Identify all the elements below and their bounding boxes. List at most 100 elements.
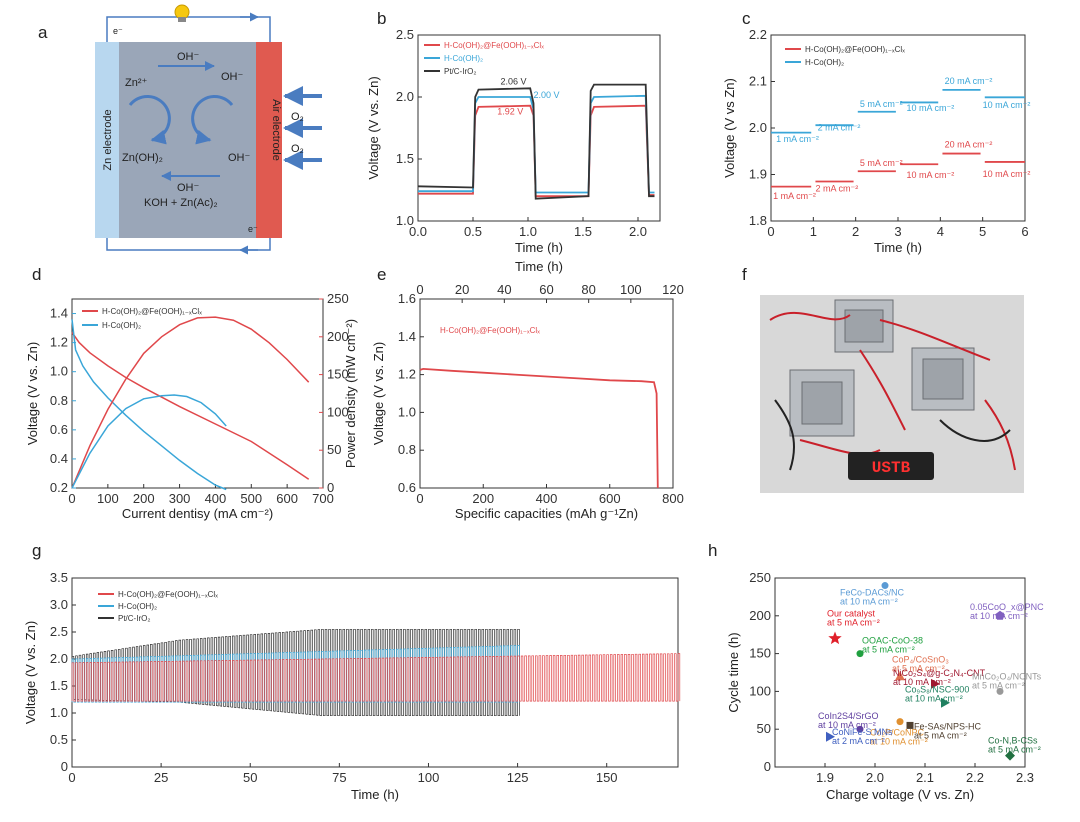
scatter-label: at 10 mA cm⁻²	[818, 720, 876, 730]
scatter-label: FeCo-DACs/NC	[840, 588, 905, 598]
scatter-label: OOAC-CoO-38	[862, 636, 923, 646]
scatter-label: at 5 mA cm⁻²	[914, 730, 967, 740]
legend-label: H-Co(OH)₂@Fe(OOH)₁₋ₓClₓ	[102, 307, 202, 316]
scatter-label: Our catalyst	[827, 608, 876, 618]
scatter-label: MnCo₂O₄/NCNTs	[972, 671, 1042, 681]
chart-g: 0 25 50 75 100 125 150 0 0.5 1.0 1.5 2.0 2.5 3.0 3.5 H-…	[23, 570, 681, 802]
x-tick-label-g: 75	[332, 770, 346, 785]
x-tick-label-d: 600	[276, 491, 298, 506]
x-tick-label-d: 200	[133, 491, 155, 506]
plot-frame-d	[71, 298, 324, 489]
panel-label-e: e	[377, 265, 386, 284]
x-tick-label-e: 800	[662, 491, 684, 506]
panel-label-g: g	[32, 541, 41, 560]
y-tick-label-g: 0.5	[50, 732, 68, 747]
scatter-point	[828, 631, 842, 645]
y-tick-label-b: 2.5	[396, 27, 414, 42]
x-tick-label-g: 125	[507, 770, 529, 785]
y-tick-label-d: 0.6	[50, 422, 68, 437]
scatter-label: Co-N,B-CSs	[988, 736, 1038, 746]
scatter-point	[895, 671, 905, 681]
scatter-label: CoNiFe-S MNs	[832, 727, 893, 737]
x2-tick-label-e: 0	[416, 282, 423, 297]
scatter-label: at 5 mA cm⁻²	[827, 617, 880, 627]
series-line-d-2	[71, 316, 310, 489]
scatter-point	[1005, 750, 1015, 761]
x2-tick-label-e: 100	[620, 282, 642, 297]
x-tick-label-d: 300	[169, 491, 191, 506]
annotation-c-4: 20 mA cm⁻²	[945, 76, 993, 86]
scatter-label: at 10 mA cm⁻²	[870, 737, 928, 747]
scatter-label: at 5 mA cm⁻²	[988, 745, 1041, 755]
x-tick-label-g: 100	[418, 770, 440, 785]
plot-frame-h	[774, 577, 1026, 768]
scatter-label: NiCo₂S₄@g-C₃N₄-CNT	[893, 668, 986, 678]
air-electrode	[256, 42, 282, 238]
scatter-label: 0.05CoO_x@PNC	[970, 602, 1044, 612]
circuit-top-wire	[106, 16, 271, 42]
x-axis-label-b: Time (h)	[515, 240, 563, 255]
legend-label: Pt/C-IrO₂	[444, 67, 476, 76]
light-bulb-icon	[174, 4, 190, 22]
scatter-point	[856, 650, 864, 658]
x-tick-label-d: 400	[205, 491, 227, 506]
annotation-c-8: 5 mA cm⁻²	[860, 158, 903, 168]
zn-cycle-arrow	[128, 95, 171, 145]
plot-frame-b	[417, 34, 661, 222]
x2-tick-label-e: 120	[662, 282, 684, 297]
electron-label-bottom: e⁻	[248, 224, 258, 234]
chart-b: 0.0 0.5 1.0 1.5 2.0 1.0 1.5 2.0 2.5 2.06 V 2.00 V 1…	[366, 27, 661, 274]
x-tick-label-g: 25	[154, 770, 168, 785]
y-axis-label-d: Voltage (V vs. Zn)	[25, 342, 40, 445]
x-tick-label-h: 1.9	[816, 770, 834, 785]
y-tick-label-e: 0.8	[398, 442, 416, 457]
red-wires	[769, 311, 1016, 471]
battery-cell-1	[834, 299, 894, 353]
y-tick-label-e: 1.2	[398, 367, 416, 382]
x-tick-label-b: 0.5	[464, 224, 482, 239]
x-tick-label-b: 0.0	[409, 224, 427, 239]
y-tick-label-g: 2.5	[50, 624, 68, 639]
annotation-c-10: 20 mA cm⁻²	[945, 140, 993, 150]
annotation-b-1: 2.00 V	[534, 90, 560, 100]
legend-label: H-Co(OH)₂@Fe(OOH)₁₋ₓClₓ	[805, 45, 905, 54]
x-tick-label-e: 400	[536, 491, 558, 506]
x-tick-label-b: 1.5	[574, 224, 592, 239]
x-tick-label-d: 700	[312, 491, 334, 506]
legend-label: H-Co(OH)₂	[102, 321, 141, 330]
series-line-b-1	[418, 94, 655, 194]
y-axis-label-c: Voltage (V vs Zn)	[722, 78, 737, 178]
y2-tick-label-d: 100	[327, 404, 349, 419]
y2-tick-label-d: 250	[327, 291, 349, 306]
y-tick-label-g: 0	[61, 759, 68, 774]
black-wires	[774, 399, 1011, 471]
annotation-c-11: 10 mA cm⁻²	[983, 169, 1031, 179]
x-tick-label-c: 2	[852, 224, 859, 239]
scatter-point	[881, 582, 889, 590]
annotation-c-5: 10 mA cm⁻²	[983, 100, 1031, 110]
y-tick-label-d: 0.8	[50, 393, 68, 408]
electrolyte-label: KOH + Zn(Ac)₂	[144, 197, 218, 209]
panel-label-c: c	[742, 9, 751, 28]
x-tick-label-c: 4	[937, 224, 944, 239]
y-tick-label-e: 1.4	[398, 329, 416, 344]
panel-label-a: a	[38, 23, 48, 42]
y-axis-label-g: Voltage (V vs. Zn)	[23, 621, 38, 724]
panel-label-h: h	[708, 541, 717, 560]
legend-label: Pt/C-IrO₂	[118, 614, 150, 623]
annotation-c-7: 2 mA cm⁻²	[815, 184, 858, 194]
y-tick-label-c: 2.2	[749, 27, 767, 42]
panel-label-f: f	[742, 265, 747, 284]
scatter-point	[995, 610, 1005, 620]
annotation-c-3: 10 mA cm⁻²	[906, 103, 954, 113]
scatter-point	[826, 731, 835, 742]
chart-c: 0 1 2 3 4 5 61.81.92.02.12.21 mA cm⁻²2 mA cm⁻²…	[722, 27, 1030, 255]
scatter-point	[941, 697, 950, 708]
x-tick-label-d: 500	[240, 491, 262, 506]
annotation-c-1: 2 mA cm⁻²	[818, 122, 861, 132]
y-tick-label-d: 1.0	[50, 364, 68, 379]
scatter-label: at 10 mA cm⁻²	[840, 597, 898, 607]
series-line-b-2	[417, 83, 655, 200]
